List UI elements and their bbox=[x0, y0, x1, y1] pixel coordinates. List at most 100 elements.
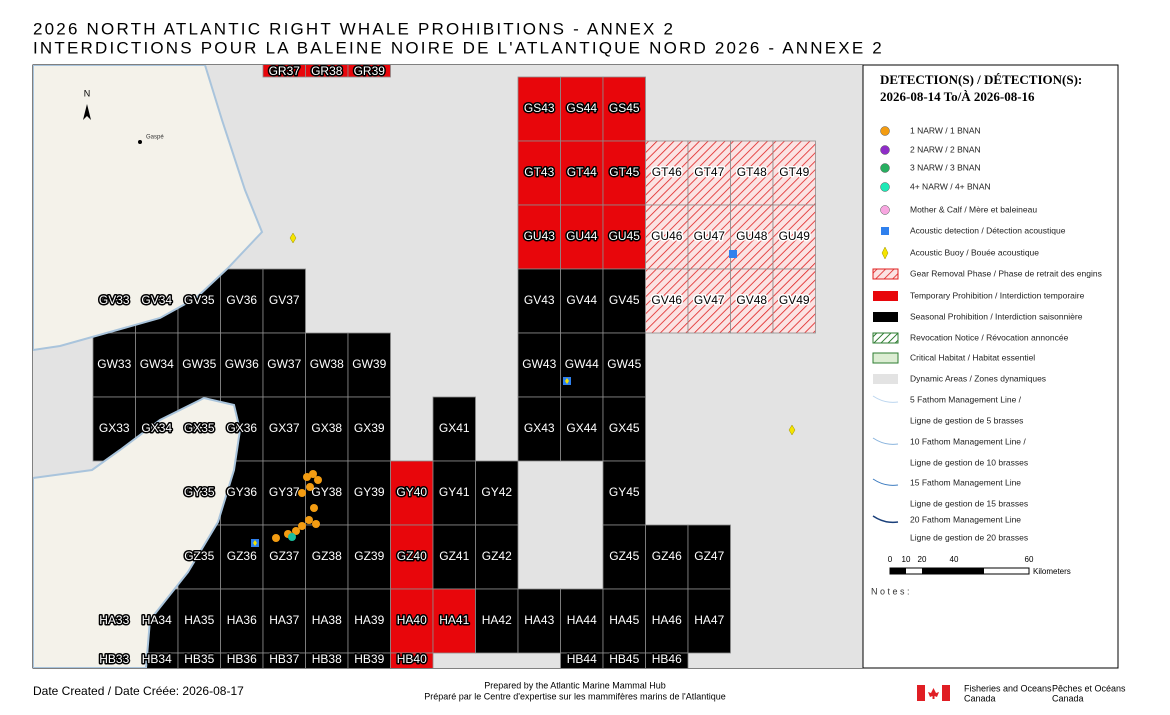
cell-label: HA34 bbox=[142, 613, 172, 627]
cell-label: HA36 bbox=[227, 613, 257, 627]
cell-label: GW39 bbox=[352, 357, 386, 371]
zone-cell bbox=[475, 524, 519, 590]
cell-label: GT44 bbox=[567, 165, 597, 179]
cell-label: GY45 bbox=[609, 485, 640, 499]
cell-label: GS45 bbox=[609, 101, 640, 115]
cell-label: HA44 bbox=[567, 613, 597, 627]
cell-label: GV44 bbox=[566, 293, 597, 307]
cell-label: HA46 bbox=[652, 613, 682, 627]
cell-label: GZ46 bbox=[652, 549, 682, 563]
zone-cell bbox=[687, 268, 731, 334]
cell-label: GV43 bbox=[524, 293, 555, 307]
legend-label: Mother & Calf / Mère et baleineau bbox=[910, 204, 1037, 214]
zone-cell bbox=[220, 268, 264, 334]
cell-label: GV45 bbox=[609, 293, 640, 307]
zone-cell bbox=[772, 140, 816, 206]
cell-label: GX33 bbox=[99, 421, 130, 435]
canada-flag bbox=[917, 685, 950, 701]
subtitle: INTERDICTIONS POUR LA BALEINE NOIRE DE L… bbox=[33, 38, 884, 57]
dept-fr: Canada bbox=[1052, 693, 1084, 703]
legend-label: 3 NARW / 3 BNAN bbox=[910, 162, 981, 172]
cell-label: GU46 bbox=[651, 229, 683, 243]
cell-label: GY36 bbox=[226, 485, 257, 499]
zone-cell bbox=[517, 268, 561, 334]
land: Gaspé N bbox=[33, 65, 264, 668]
cell-label: GT45 bbox=[609, 165, 639, 179]
cell-label: GV46 bbox=[651, 293, 682, 307]
cell-label: GV35 bbox=[184, 293, 215, 307]
cell-label: GY38 bbox=[311, 485, 342, 499]
dept-en: Fisheries and Oceans bbox=[964, 683, 1052, 693]
cell-label: GZ35 bbox=[184, 549, 214, 563]
cell-label: GX41 bbox=[439, 421, 470, 435]
legend-label: 20 Fathom Management Line bbox=[910, 514, 1021, 524]
cell-label: HA37 bbox=[269, 613, 299, 627]
legend-label: 15 Fathom Management Line bbox=[910, 477, 1021, 487]
zone-cell bbox=[262, 268, 306, 334]
zone-cell bbox=[262, 65, 306, 78]
zone-cell bbox=[602, 588, 646, 654]
zone-cell bbox=[602, 268, 646, 334]
legend-label: Ligne de gestion de 20 brasses bbox=[910, 532, 1028, 542]
zone-cell bbox=[602, 204, 646, 270]
cell-label: GX36 bbox=[226, 421, 257, 435]
cell-label: GW45 bbox=[607, 357, 641, 371]
zone-cell bbox=[135, 332, 179, 398]
zone-cell bbox=[305, 652, 349, 668]
cell-label: GS43 bbox=[524, 101, 555, 115]
legend-label: Critical Habitat / Habitat essentiel bbox=[910, 352, 1035, 362]
grid-labels: GR37 GR38 GR39 GS43 GS44 GS45 GT43 GT44 GT45 GT46… bbox=[96, 64, 812, 668]
zone-cell bbox=[390, 460, 434, 526]
cell-label: HB44 bbox=[567, 652, 597, 666]
zone-cell bbox=[645, 588, 689, 654]
cell-label: GT43 bbox=[524, 165, 554, 179]
date-created: Date Created / Date Créée: 2026-08-17 bbox=[33, 684, 244, 698]
cell-label: HA40 bbox=[397, 613, 427, 627]
zone-cell bbox=[305, 65, 349, 78]
cell-label: HA41 bbox=[439, 613, 469, 627]
zone-cell bbox=[645, 652, 689, 668]
zone-cell bbox=[730, 204, 774, 270]
legend-label: Ligne de gestion de 5 brasses bbox=[910, 415, 1023, 425]
cell-label: GR37 bbox=[269, 64, 301, 78]
zone-cell bbox=[220, 332, 264, 398]
scale-tick-label: 0 bbox=[888, 555, 893, 564]
cell-label: GX44 bbox=[566, 421, 597, 435]
zone-cell bbox=[305, 332, 349, 398]
title: 2026 NORTH ATLANTIC RIGHT WHALE PROHIBIT… bbox=[33, 19, 675, 38]
cell-label: GY40 bbox=[396, 485, 427, 499]
zone-cell bbox=[262, 332, 306, 398]
zone-cell bbox=[687, 588, 731, 654]
cell-label: HA43 bbox=[524, 613, 554, 627]
cell-label: HB46 bbox=[652, 652, 682, 666]
cell-label: GW44 bbox=[565, 357, 599, 371]
cell-label: GZ37 bbox=[269, 549, 299, 563]
zone-cell bbox=[347, 396, 391, 462]
zone-cell bbox=[602, 140, 646, 206]
cell-label: GV37 bbox=[269, 293, 300, 307]
cell-label: GT47 bbox=[694, 165, 724, 179]
cell-label: GX35 bbox=[184, 421, 215, 435]
cell-label: GW36 bbox=[225, 357, 259, 371]
legend-label: Temporary Prohibition / Interdiction tem… bbox=[910, 290, 1085, 300]
cell-label: GT48 bbox=[737, 165, 767, 179]
cell-label: HB39 bbox=[354, 652, 384, 666]
zone-cell bbox=[560, 268, 604, 334]
cell-label: GU43 bbox=[524, 229, 556, 243]
scale-tick-label: 40 bbox=[950, 555, 959, 564]
cell-label: HB45 bbox=[609, 652, 639, 666]
cell-label: GX43 bbox=[524, 421, 555, 435]
zone-cell bbox=[177, 588, 221, 654]
cell-label: HA47 bbox=[694, 613, 724, 627]
cell-label: GZ42 bbox=[482, 549, 512, 563]
zone-cell bbox=[602, 396, 646, 462]
zone-cell bbox=[220, 588, 264, 654]
zone-cell bbox=[560, 588, 604, 654]
zone-cell bbox=[262, 396, 306, 462]
detections bbox=[251, 232, 796, 547]
cell-label: HB33 bbox=[99, 652, 129, 666]
zone-cell bbox=[602, 524, 646, 590]
zone-cell bbox=[560, 140, 604, 206]
cell-label: GY41 bbox=[439, 485, 470, 499]
legend-label: Gear Removal Phase / Phase de retrait de… bbox=[910, 268, 1102, 278]
